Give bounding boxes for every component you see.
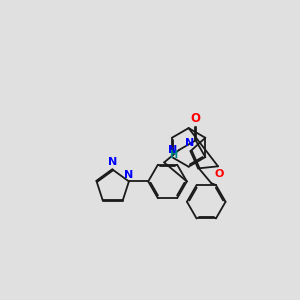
Text: N: N bbox=[185, 138, 194, 148]
Text: O: O bbox=[214, 169, 224, 179]
Text: N: N bbox=[124, 169, 134, 180]
Text: O: O bbox=[191, 112, 201, 125]
Text: N: N bbox=[168, 145, 177, 155]
Text: N: N bbox=[108, 157, 117, 167]
Text: H: H bbox=[169, 150, 177, 160]
